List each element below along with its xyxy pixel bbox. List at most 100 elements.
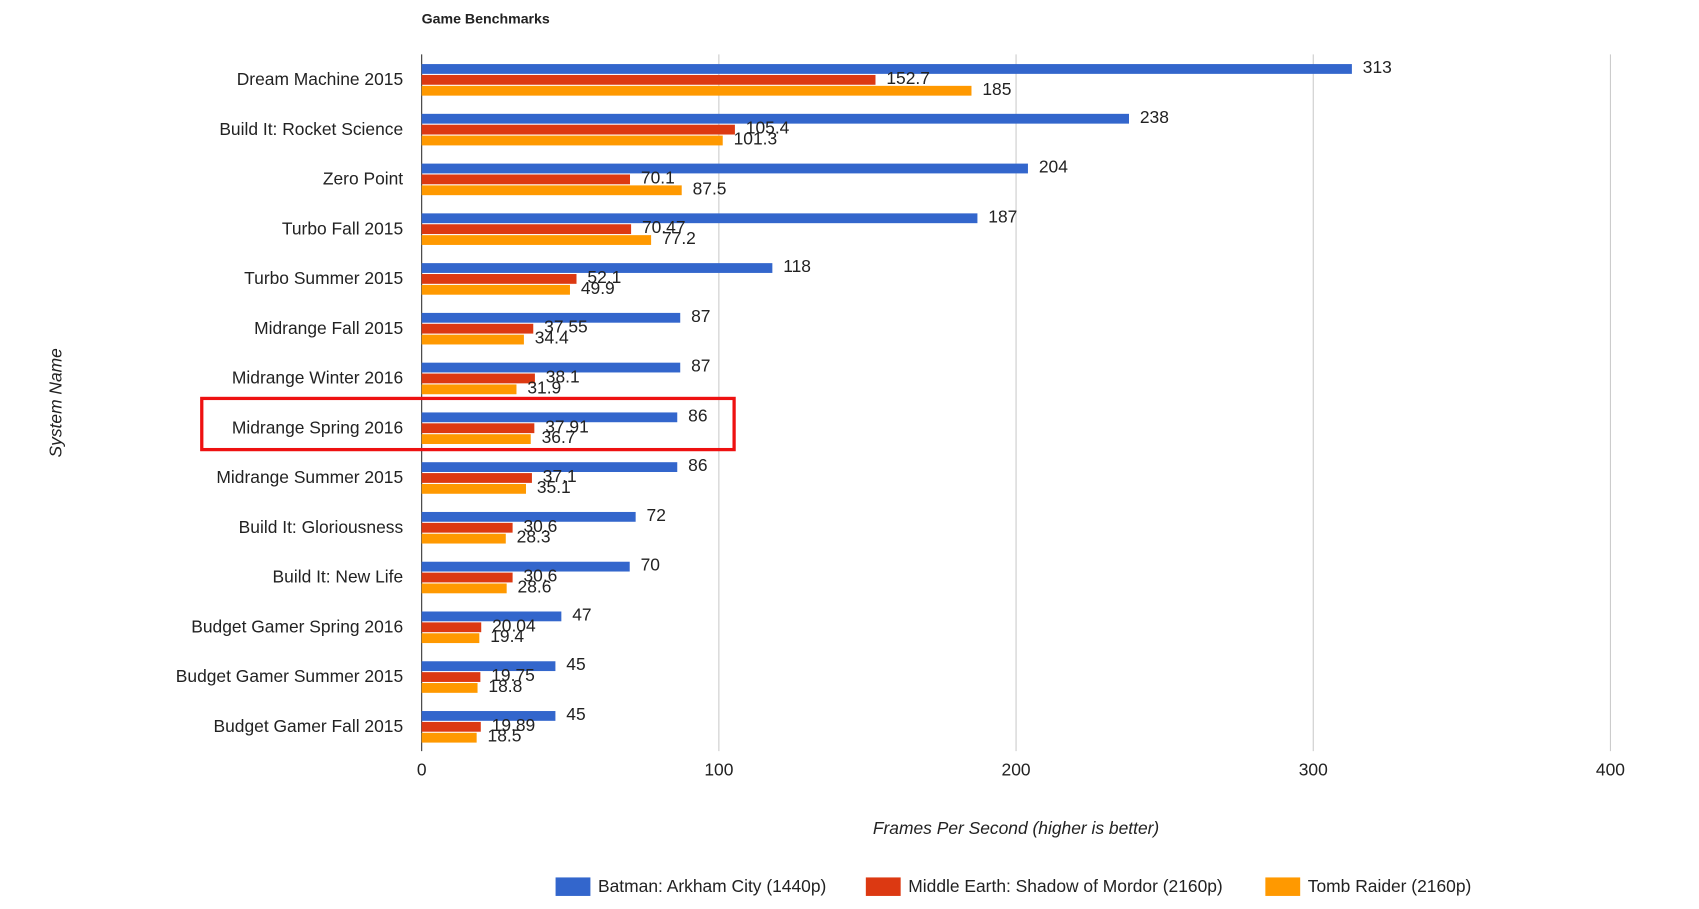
value-label: 70.47 bbox=[642, 217, 686, 237]
y-tick-label: Midrange Spring 2016 bbox=[232, 417, 403, 437]
value-label: 37.1 bbox=[543, 466, 577, 486]
y-tick-label: Midrange Summer 2015 bbox=[216, 467, 403, 487]
bar bbox=[421, 235, 652, 245]
legend-swatch bbox=[865, 877, 901, 896]
bar bbox=[421, 74, 876, 85]
bar bbox=[421, 633, 480, 644]
value-label: 152.7 bbox=[886, 68, 930, 88]
bar bbox=[421, 622, 482, 633]
bar bbox=[421, 462, 678, 472]
bar bbox=[421, 174, 631, 185]
value-label: 118 bbox=[783, 256, 811, 276]
grid bbox=[421, 54, 1611, 752]
value-label: 30.6 bbox=[523, 566, 557, 586]
x-tick-label: 100 bbox=[704, 759, 733, 779]
value-label: 86 bbox=[688, 405, 707, 425]
y-tick-label: Midrange Fall 2015 bbox=[254, 318, 403, 338]
value-label: 28.3 bbox=[517, 527, 551, 547]
value-label: 87 bbox=[691, 306, 710, 326]
bar bbox=[421, 224, 632, 235]
value-label: 37.55 bbox=[544, 317, 588, 337]
bar bbox=[421, 522, 513, 533]
y-tick-label: Turbo Summer 2015 bbox=[244, 268, 403, 288]
bar bbox=[421, 711, 556, 721]
legend-label: Tomb Raider (2160p) bbox=[1308, 876, 1472, 896]
chart-title: Game Benchmarks bbox=[422, 10, 550, 26]
value-label: 52.1 bbox=[587, 267, 621, 287]
bar bbox=[421, 334, 524, 345]
bar bbox=[421, 473, 532, 483]
value-label: 31.9 bbox=[527, 377, 561, 397]
value-label: 86 bbox=[688, 455, 707, 475]
value-label: 70.1 bbox=[641, 167, 675, 187]
x-tick-label: 400 bbox=[1596, 759, 1625, 779]
bar bbox=[421, 721, 481, 732]
bar bbox=[421, 274, 577, 284]
value-label: 87.5 bbox=[693, 178, 727, 198]
value-label: 35.1 bbox=[537, 477, 571, 497]
bar bbox=[421, 511, 636, 522]
bar bbox=[421, 434, 531, 445]
value-label: 105.4 bbox=[746, 118, 790, 138]
bar bbox=[421, 672, 481, 682]
y-tick-label: Budget Gamer Summer 2015 bbox=[176, 666, 403, 686]
bar bbox=[421, 533, 506, 544]
value-label: 45 bbox=[566, 654, 585, 674]
value-label: 49.9 bbox=[581, 278, 615, 298]
bar bbox=[421, 163, 1028, 174]
x-axis-label: Frames Per Second (higher is better) bbox=[873, 818, 1159, 838]
bar bbox=[421, 284, 570, 295]
bar bbox=[421, 732, 477, 743]
bar bbox=[421, 113, 1129, 124]
y-tick-label: Midrange Winter 2016 bbox=[232, 368, 403, 388]
legend-label: Middle Earth: Shadow of Mordor (2160p) bbox=[908, 876, 1222, 896]
bar bbox=[421, 213, 978, 224]
bar bbox=[421, 661, 556, 672]
bar bbox=[421, 85, 972, 96]
value-label: 72 bbox=[647, 505, 666, 525]
bar bbox=[421, 683, 478, 693]
value-label: 19.4 bbox=[490, 626, 524, 646]
y-tick-label: Build It: New Life bbox=[273, 567, 404, 587]
bar bbox=[421, 263, 773, 273]
value-label: 47 bbox=[572, 604, 591, 624]
bar bbox=[421, 135, 723, 146]
value-label: 18.5 bbox=[488, 726, 522, 746]
y-tick-label: Turbo Fall 2015 bbox=[282, 218, 403, 238]
y-tick-label: Zero Point bbox=[323, 169, 403, 189]
bar bbox=[421, 572, 513, 583]
value-label: 187 bbox=[988, 206, 1017, 226]
legend: Batman: Arkham City (1440p) Middle Earth:… bbox=[555, 876, 1472, 896]
bar bbox=[421, 124, 735, 135]
y-tick-label: Dream Machine 2015 bbox=[237, 69, 403, 89]
x-tick-label: 0 bbox=[417, 759, 427, 779]
bar bbox=[421, 483, 526, 494]
value-label: 313 bbox=[1363, 57, 1392, 77]
bar bbox=[421, 611, 562, 622]
value-label: 34.4 bbox=[535, 328, 569, 348]
bar bbox=[421, 312, 681, 323]
value-label: 238 bbox=[1140, 107, 1169, 127]
value-label: 18.8 bbox=[488, 676, 522, 696]
legend-swatch bbox=[555, 877, 591, 896]
bar bbox=[421, 362, 681, 373]
x-tick-label: 300 bbox=[1299, 759, 1328, 779]
bar bbox=[421, 423, 535, 434]
value-label: 87 bbox=[691, 356, 710, 376]
bar bbox=[421, 561, 630, 572]
legend-swatch bbox=[1265, 877, 1301, 896]
value-label: 20.04 bbox=[492, 615, 536, 635]
value-label: 38.1 bbox=[546, 367, 580, 387]
value-label: 19.89 bbox=[492, 715, 536, 735]
bar bbox=[421, 373, 535, 384]
y-axis-label: System Name bbox=[46, 348, 66, 458]
value-label: 28.6 bbox=[518, 576, 552, 596]
x-tick-label: 200 bbox=[1002, 759, 1031, 779]
y-tick-label: Budget Gamer Fall 2015 bbox=[214, 716, 404, 736]
value-label: 204 bbox=[1039, 157, 1068, 177]
value-label: 30.6 bbox=[523, 516, 557, 536]
legend-label: Batman: Arkham City (1440p) bbox=[598, 876, 826, 896]
bar bbox=[421, 185, 682, 196]
